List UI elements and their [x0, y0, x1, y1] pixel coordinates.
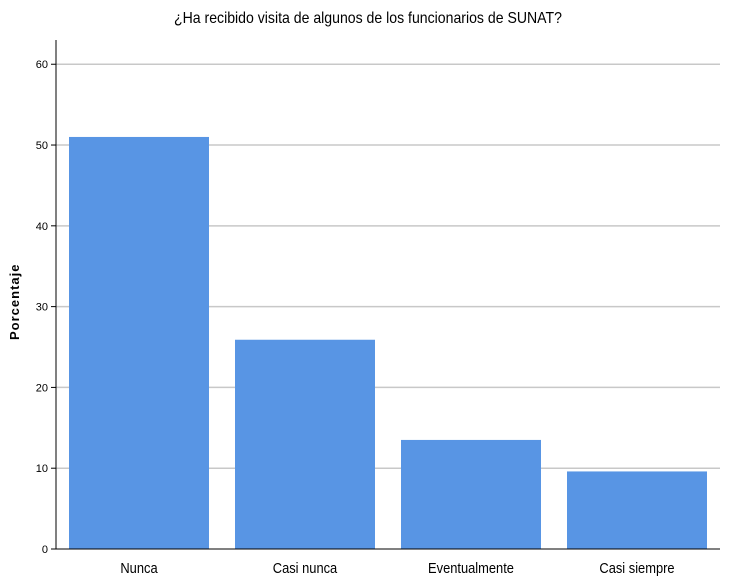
bar-nunca [69, 136, 209, 549]
x-tick-label: Eventualmente [428, 559, 514, 576]
x-tick-label: Casi siempre [599, 559, 674, 576]
y-tick-label: 30 [36, 302, 48, 314]
grid-lines [56, 63, 720, 469]
chart-title: ¿Ha recibido visita de algunos de los fu… [174, 10, 562, 27]
y-tick-label: 50 [36, 140, 48, 152]
bar-casi-siempre [567, 471, 707, 549]
y-tick-label: 40 [36, 221, 48, 233]
y-tick-label: 60 [36, 59, 48, 71]
x-tick-label: Casi nunca [273, 559, 338, 576]
bar-casi-nunca [235, 339, 375, 549]
y-tick-label: 20 [36, 382, 48, 394]
axes [55, 40, 720, 550]
y-tick-label: 10 [36, 463, 48, 475]
bars [69, 136, 707, 549]
x-tick-labels: Nunca Casi nunca Eventualmente Casi siempre [120, 559, 674, 576]
bar-eventualmente [401, 439, 541, 549]
y-tick-labels: 0 10 20 30 40 50 60 [36, 59, 56, 556]
x-tick-label: Nunca [120, 559, 157, 576]
y-tick-label: 0 [42, 544, 48, 556]
